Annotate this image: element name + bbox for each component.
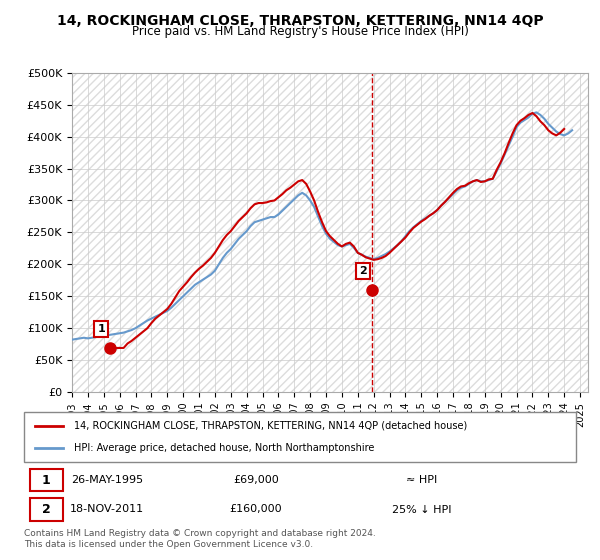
Text: 1: 1 xyxy=(42,474,50,487)
Text: 25% ↓ HPI: 25% ↓ HPI xyxy=(392,505,451,515)
Text: £160,000: £160,000 xyxy=(230,505,282,515)
Text: 14, ROCKINGHAM CLOSE, THRAPSTON, KETTERING, NN14 4QP: 14, ROCKINGHAM CLOSE, THRAPSTON, KETTERI… xyxy=(56,14,544,28)
FancyBboxPatch shape xyxy=(29,498,62,521)
Text: 14, ROCKINGHAM CLOSE, THRAPSTON, KETTERING, NN14 4QP (detached house): 14, ROCKINGHAM CLOSE, THRAPSTON, KETTERI… xyxy=(74,421,467,431)
FancyBboxPatch shape xyxy=(24,412,576,462)
Text: ≈ HPI: ≈ HPI xyxy=(406,475,437,485)
FancyBboxPatch shape xyxy=(29,469,62,491)
Text: HPI: Average price, detached house, North Northamptonshire: HPI: Average price, detached house, Nort… xyxy=(74,443,374,453)
Text: £69,000: £69,000 xyxy=(233,475,279,485)
Text: Contains HM Land Registry data © Crown copyright and database right 2024.
This d: Contains HM Land Registry data © Crown c… xyxy=(24,529,376,549)
Text: 26-MAY-1995: 26-MAY-1995 xyxy=(71,475,143,485)
Text: 2: 2 xyxy=(42,503,50,516)
Bar xyxy=(72,73,588,392)
Text: 18-NOV-2011: 18-NOV-2011 xyxy=(70,505,144,515)
Text: 1: 1 xyxy=(97,324,105,334)
Text: 2: 2 xyxy=(359,266,367,276)
Text: Price paid vs. HM Land Registry's House Price Index (HPI): Price paid vs. HM Land Registry's House … xyxy=(131,25,469,38)
